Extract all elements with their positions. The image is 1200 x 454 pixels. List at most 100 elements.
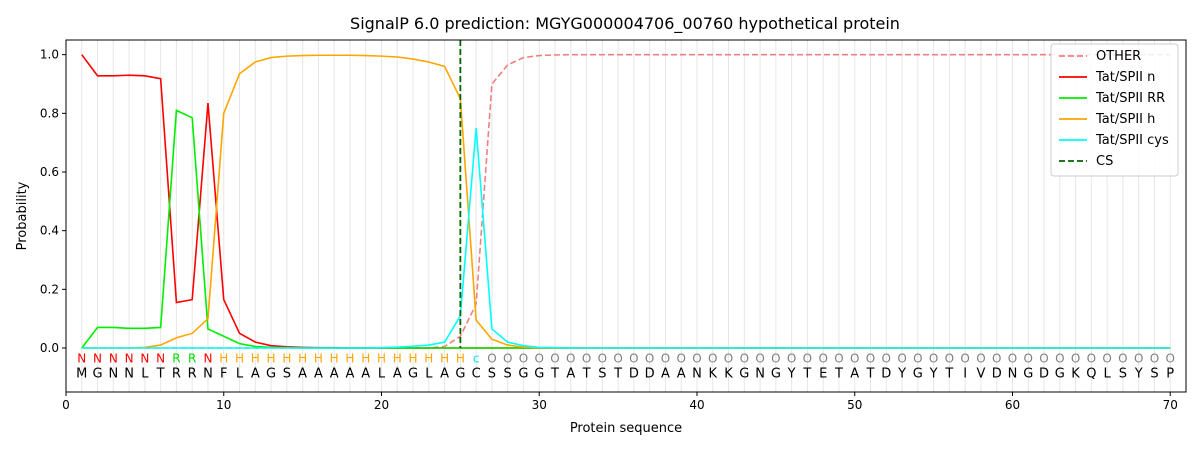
x-tick-label: 0 [62,398,70,412]
region-label: O [645,352,654,366]
sequence-letter: G [408,366,418,381]
x-axis-label: Protein sequence [570,421,682,436]
sequence-letter: A [330,366,339,381]
region-label: O [882,352,891,366]
region-label: O [519,352,528,366]
legend-label: Tat/SPII h [1095,112,1155,127]
region-label: N [93,352,102,366]
region-label: R [188,352,196,366]
legend-label: Tat/SPII RR [1095,91,1165,106]
region-label: H [298,352,307,366]
region-label: N [140,352,149,366]
region-label: O [1024,352,1033,366]
sequence-letter: T [802,366,811,381]
region-label: H [361,352,370,366]
y-axis-ticks: 0.0 0.2 0.4 0.6 0.8 1.0 [40,48,66,355]
sequence-letter: G [534,366,544,381]
region-label: N [156,352,165,366]
sequence-letter: T [866,366,875,381]
sequence-letter: M [76,366,87,381]
region-label: O [976,352,985,366]
region-label: N [125,352,134,366]
region-label: H [424,352,433,366]
sequence-letter: G [1023,366,1033,381]
region-label: O [960,352,969,366]
sequence-letter: L [141,366,149,381]
series-lines [81,53,1171,349]
region-label: O [708,352,717,366]
y-axis-label: Probability [15,181,30,250]
sequence-letter: K [1071,366,1080,381]
grid-lines [81,40,1171,392]
sequence-letter: T [834,366,843,381]
sequence-letter: D [1039,366,1049,381]
region-label: O [550,352,559,366]
region-label: N [77,352,86,366]
sequence-letter: C [472,366,481,381]
region-label: O [1165,352,1174,366]
sequence-letter: Y [787,366,796,381]
region-label: H [456,352,465,366]
sequence-letter: T [550,366,559,381]
chart-title: SignalP 6.0 prediction: MGYG000004706_00… [350,14,900,34]
series-line-tat-spii-n [81,54,1171,349]
region-label: N [109,352,118,366]
region-label: O [1055,352,1064,366]
sequence-letter: E [819,366,827,381]
sequence-letter: V [976,366,985,381]
region-label: O [771,352,780,366]
legend: OTHER Tat/SPII n Tat/SPII RR Tat/SPII h Tat/… [1050,43,1179,177]
sequence-letter: G [518,366,528,381]
x-tick-label: 50 [847,398,862,412]
sequence-letter: L [1104,366,1112,381]
sequence-letter: S [1119,366,1127,381]
sequence-letter: S [598,366,606,381]
region-label: O [929,352,938,366]
sequence-letter: N [203,366,213,381]
sequence-letter: Y [929,366,938,381]
region-label: O [740,352,749,366]
sequence-letter: F [220,366,227,381]
y-tick-label: 0.2 [40,282,59,296]
sequence-letter: N [124,366,134,381]
region-label: c [473,352,480,366]
sequence-letter: Y [1134,366,1143,381]
sequence-letter: T [156,366,165,381]
region-label: O [850,352,859,366]
region-label: O [598,352,607,366]
sequence-letter: L [425,366,433,381]
region-label: H [219,352,228,366]
sequence-letter: R [172,366,181,381]
x-axis-ticks: 0 10 20 30 40 50 60 70 [62,392,1178,412]
sequence-letter: T [613,366,622,381]
x-tick-label: 10 [216,398,231,412]
sequence-letter: G [771,366,781,381]
region-label: O [629,352,638,366]
region-label: O [503,352,512,366]
sequence-letter: K [708,366,717,381]
region-label: H [345,352,354,366]
legend-label: OTHER [1096,49,1141,64]
region-label: O [692,352,701,366]
region-label: H [377,352,386,366]
sequence-letter: A [393,366,402,381]
region-label: H [409,352,418,366]
region-label: O [818,352,827,366]
sequence-letter: A [677,366,686,381]
region-label: H [251,352,260,366]
y-tick-label: 0.6 [40,165,59,179]
region-label: O [834,352,843,366]
region-label: O [487,352,496,366]
region-label: O [945,352,954,366]
region-label: O [1134,352,1143,366]
region-label: H [314,352,323,366]
sequence-letter: A [345,366,354,381]
y-tick-label: 1.0 [40,48,59,62]
region-label: O [913,352,922,366]
region-label: O [1071,352,1080,366]
x-tick-label: 40 [689,398,704,412]
sequence-letter: A [440,366,449,381]
